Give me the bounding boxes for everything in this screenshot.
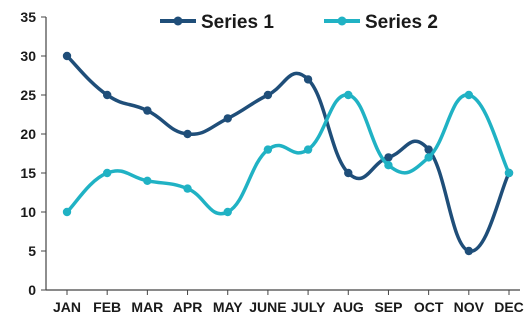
y-tick-label: 15 bbox=[20, 165, 36, 181]
legend-series-2-label: Series 2 bbox=[365, 12, 438, 33]
x-tick-label: JAN bbox=[53, 299, 81, 315]
legend: Series 1 Series 2 bbox=[160, 12, 438, 33]
y-tick-label: 10 bbox=[20, 204, 36, 220]
y-tick-label: 0 bbox=[28, 282, 36, 298]
series-lines bbox=[62, 51, 514, 256]
series-1-point bbox=[102, 90, 112, 100]
y-tick-label: 30 bbox=[20, 48, 36, 64]
series-1-point bbox=[62, 51, 72, 61]
y-tick-label: 20 bbox=[20, 126, 36, 142]
x-tick-label: SEP bbox=[374, 299, 402, 315]
legend-item-series-2: Series 2 bbox=[324, 12, 438, 33]
series-1-point bbox=[303, 75, 313, 84]
x-tick-label: JULY bbox=[291, 299, 326, 315]
series-2-point bbox=[143, 176, 152, 185]
series-1-line bbox=[65, 54, 511, 253]
y-tick-label: 5 bbox=[28, 243, 36, 259]
series-2-point bbox=[263, 145, 273, 154]
y-axis: 0 5 10 15 20 25 30 35 bbox=[20, 9, 47, 298]
series-2-point bbox=[303, 145, 313, 154]
series-2-point bbox=[183, 184, 192, 193]
x-tick-label: APR bbox=[173, 299, 203, 315]
series-2-point bbox=[102, 168, 112, 178]
y-tick-label: 25 bbox=[20, 87, 36, 103]
x-tick-label: MAY bbox=[213, 299, 243, 315]
series-1-point bbox=[263, 90, 273, 100]
legend-series-1-marker bbox=[173, 16, 183, 26]
series-1 bbox=[62, 51, 514, 256]
series-2-point bbox=[464, 90, 474, 100]
x-tick-label: DEC bbox=[494, 299, 524, 315]
series-2-point bbox=[384, 161, 393, 170]
x-tick-label: MAR bbox=[131, 299, 163, 315]
y-tick-label: 35 bbox=[20, 9, 36, 25]
series-2-point bbox=[504, 168, 514, 178]
series-2-point bbox=[424, 153, 433, 162]
series-2-point bbox=[62, 207, 72, 217]
x-tick-label: NOV bbox=[454, 299, 485, 315]
x-tick-label: AUG bbox=[333, 299, 364, 315]
series-2-line bbox=[65, 93, 511, 216]
x-axis: JAN FEB MAR APR MAY JUNE JULY AUG SEP OCT NOV DEC bbox=[46, 289, 524, 315]
series-2-point bbox=[344, 90, 353, 100]
series-1-point bbox=[143, 106, 152, 115]
legend-series-2-marker bbox=[337, 16, 347, 26]
legend-item-series-1: Series 1 bbox=[160, 12, 274, 33]
series-2 bbox=[62, 90, 514, 217]
series-1-point bbox=[344, 168, 353, 178]
x-tick-label: JUNE bbox=[249, 299, 286, 315]
x-tick-label: FEB bbox=[93, 299, 121, 315]
series-1-point bbox=[464, 246, 474, 256]
legend-series-1-label: Series 1 bbox=[201, 12, 274, 33]
x-tick-label: OCT bbox=[414, 299, 444, 315]
series-1-point bbox=[223, 114, 232, 123]
series-2-point bbox=[223, 207, 232, 217]
series-1-point bbox=[424, 145, 433, 154]
series-1-point bbox=[183, 129, 192, 139]
series-1-point bbox=[384, 153, 393, 162]
